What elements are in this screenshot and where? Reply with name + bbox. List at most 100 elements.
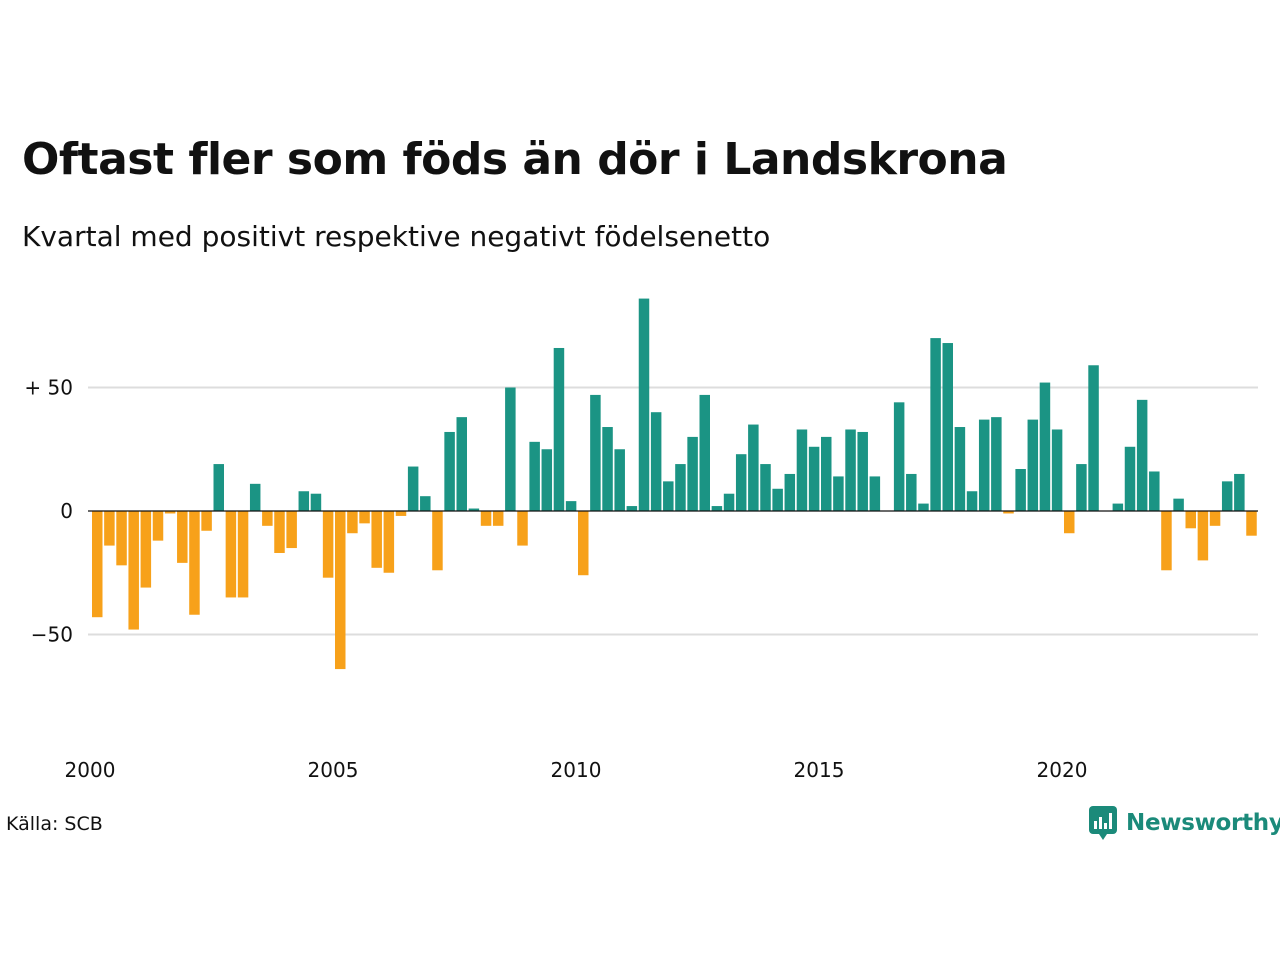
bar bbox=[1064, 511, 1075, 534]
bar bbox=[991, 417, 1002, 511]
bar bbox=[978, 419, 990, 511]
source-note: Källa: SCB bbox=[6, 813, 103, 835]
bar bbox=[942, 343, 953, 511]
bar bbox=[602, 427, 613, 511]
bar bbox=[249, 483, 261, 511]
bar bbox=[1076, 464, 1087, 511]
bar bbox=[383, 511, 395, 573]
bar bbox=[748, 424, 759, 511]
bar bbox=[1112, 503, 1124, 511]
bar bbox=[152, 511, 164, 541]
bar bbox=[517, 511, 528, 546]
bar bbox=[614, 449, 625, 511]
bar bbox=[1124, 446, 1136, 511]
bar bbox=[930, 338, 941, 511]
bar bbox=[966, 491, 978, 511]
bar bbox=[1161, 511, 1172, 571]
bar bbox=[833, 476, 844, 511]
bar bbox=[1173, 498, 1184, 511]
bar bbox=[1149, 471, 1160, 511]
bar bbox=[565, 501, 577, 511]
chart-subtitle: Kvartal med positivt respektive negativt… bbox=[22, 220, 771, 253]
y-axis-labels: + 50 0 −50 bbox=[24, 376, 73, 647]
bar bbox=[140, 511, 152, 588]
bar bbox=[578, 511, 589, 576]
bar bbox=[553, 347, 565, 511]
bar bbox=[237, 511, 249, 598]
bars bbox=[92, 298, 1257, 670]
bar bbox=[845, 429, 856, 511]
bar bbox=[298, 491, 310, 511]
brand-name: Newsworthy bbox=[1126, 810, 1280, 836]
bar bbox=[310, 493, 322, 511]
bar bbox=[262, 511, 273, 526]
bar bbox=[1246, 511, 1257, 536]
bar bbox=[541, 449, 553, 511]
bar bbox=[225, 511, 237, 598]
bar bbox=[407, 466, 419, 511]
x-tick-label: 2010 bbox=[551, 758, 602, 782]
bar bbox=[821, 436, 832, 511]
bar bbox=[274, 511, 285, 553]
bar bbox=[893, 402, 905, 511]
bar bbox=[432, 511, 443, 571]
bar bbox=[116, 511, 127, 566]
bar bbox=[735, 454, 747, 511]
x-tick-label: 2020 bbox=[1037, 758, 1088, 782]
bar bbox=[1003, 511, 1014, 514]
x-axis-labels: 2000 2005 2010 2015 2020 bbox=[65, 758, 1088, 782]
bar bbox=[189, 511, 200, 615]
bar bbox=[711, 506, 723, 511]
y-tick-label: + 50 bbox=[24, 376, 73, 400]
bar bbox=[675, 464, 686, 511]
bar bbox=[128, 511, 139, 630]
bar bbox=[371, 511, 382, 568]
bar bbox=[1234, 473, 1245, 511]
bar bbox=[1051, 429, 1063, 511]
bar bbox=[687, 436, 698, 511]
bar bbox=[444, 431, 455, 511]
x-tick-label: 2000 bbox=[65, 758, 116, 782]
bar bbox=[480, 511, 492, 526]
bar bbox=[590, 394, 601, 511]
bar bbox=[359, 511, 370, 524]
bar bbox=[1221, 481, 1233, 511]
bar bbox=[699, 394, 710, 511]
bar bbox=[796, 429, 808, 511]
bar bbox=[213, 464, 224, 511]
bar bbox=[1197, 511, 1209, 561]
bar bbox=[347, 511, 358, 534]
bar bbox=[335, 511, 346, 670]
bar bbox=[906, 473, 917, 511]
bar bbox=[1027, 419, 1039, 511]
bar bbox=[663, 481, 674, 511]
bar bbox=[784, 473, 796, 511]
bar bbox=[505, 387, 516, 511]
bar bbox=[1088, 365, 1099, 511]
bar bbox=[286, 511, 297, 549]
chart-title: Oftast fler som föds än dör i Landskrona bbox=[22, 134, 1008, 185]
bar bbox=[468, 508, 480, 511]
bar bbox=[456, 417, 467, 511]
bar bbox=[1015, 469, 1026, 511]
bar bbox=[1039, 382, 1051, 511]
gridlines bbox=[88, 386, 1258, 636]
y-tick-label: 0 bbox=[60, 499, 73, 523]
bar bbox=[638, 298, 650, 511]
bar bbox=[723, 493, 735, 511]
bar bbox=[808, 446, 820, 511]
y-tick-label: −50 bbox=[31, 623, 73, 647]
bar bbox=[857, 431, 868, 511]
bar bbox=[164, 511, 176, 514]
bar bbox=[104, 511, 115, 546]
bar bbox=[1136, 399, 1148, 511]
bar bbox=[201, 511, 212, 531]
bar bbox=[92, 511, 103, 618]
bar bbox=[869, 476, 881, 511]
bar bbox=[918, 503, 929, 511]
bar bbox=[177, 511, 188, 563]
bar bbox=[760, 464, 771, 511]
newsworthy-logo: Newsworthy bbox=[1088, 803, 1280, 843]
x-tick-label: 2015 bbox=[794, 758, 845, 782]
